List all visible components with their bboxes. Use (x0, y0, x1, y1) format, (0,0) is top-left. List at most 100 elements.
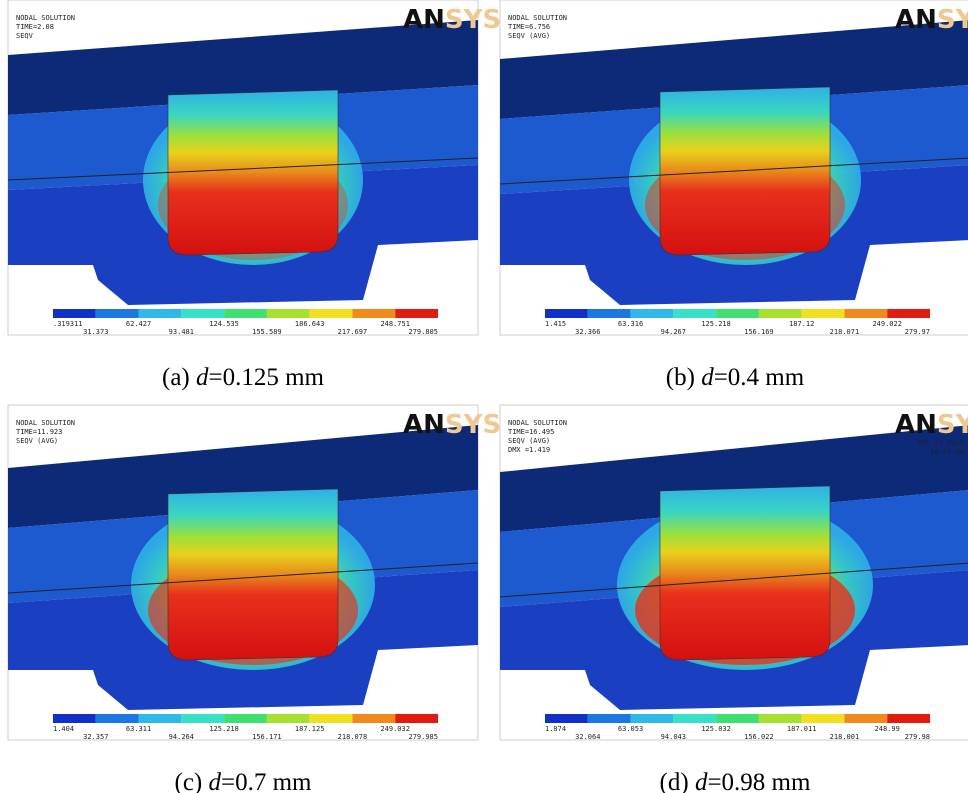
legend-label: 249.032 (380, 725, 410, 733)
legend-label: 32.357 (83, 733, 108, 741)
legend-label: 155.589 (252, 328, 282, 336)
ansys-logo: ANSYS (895, 5, 968, 35)
legend-label: 186.643 (295, 320, 325, 328)
legend-label: 94.264 (169, 733, 194, 741)
legend-swatch (352, 714, 395, 723)
legend-swatch (352, 309, 395, 318)
legend-swatch (267, 714, 310, 723)
legend-swatch (139, 309, 182, 318)
legend-swatch (887, 309, 930, 318)
caption-label: (d) (660, 769, 695, 793)
header-text: TIME=16.495 (508, 428, 554, 436)
legend-label: 94.267 (661, 328, 686, 336)
header-text: SEQV (AVG) (508, 437, 550, 445)
caption: (b) d=0.4 mm (666, 364, 805, 391)
legend-label: 279.985 (408, 733, 438, 741)
legend-label: 218.078 (338, 733, 368, 741)
legend-label: 32.064 (575, 733, 600, 741)
legend-swatch (716, 714, 759, 723)
figure: NODAL SOLUTIONTIME=2.08SEQVANSYS.3193116… (0, 0, 968, 793)
caption-value: =0.4 mm (714, 364, 805, 391)
caption-variable: d (701, 364, 714, 391)
legend-swatch (631, 714, 674, 723)
legend-label: 124.535 (209, 320, 239, 328)
panel: NODAL SOLUTIONTIME=6.756SEQV (AVG)ANSYS1… (500, 0, 968, 336)
logo-part: SYS (445, 410, 501, 440)
date-text: 16:20:09 (930, 448, 964, 456)
legend-label: 63.053 (618, 725, 643, 733)
logo-part: AN (403, 5, 445, 35)
legend-swatch (759, 714, 802, 723)
legend-swatch (181, 309, 224, 318)
caption-value: =0.125 mm (209, 364, 325, 391)
header-text: SEQV (AVG) (16, 437, 58, 445)
legend-label: 93.481 (169, 328, 194, 336)
header-text: DMX =1.419 (508, 446, 550, 454)
ansys-logo: ANSYS (403, 5, 501, 35)
legend-label: 125.032 (701, 725, 731, 733)
legend-swatch (310, 309, 353, 318)
rivet (660, 87, 830, 255)
legend-swatch (224, 714, 267, 723)
legend-label: 156.022 (744, 733, 774, 741)
legend-label: 63.311 (126, 725, 151, 733)
logo-part: SYS (445, 5, 501, 35)
legend-swatch (588, 714, 631, 723)
legend-label: 94.043 (661, 733, 686, 741)
legend-label: 279.805 (408, 328, 438, 336)
legend-swatch (844, 309, 887, 318)
legend-swatch (759, 309, 802, 318)
legend-swatch (53, 714, 96, 723)
legend-label: 63.316 (618, 320, 643, 328)
ansys-logo: ANSYS (895, 410, 968, 440)
legend-label: 156.171 (252, 733, 282, 741)
caption-label: (b) (666, 364, 701, 391)
legend-swatch (224, 309, 267, 318)
legend-swatch (588, 309, 631, 318)
logo-part: AN (895, 5, 937, 35)
legend-label: 218.001 (830, 733, 860, 741)
caption-value: =0.7 mm (221, 769, 312, 793)
legend-label: 187.011 (787, 725, 817, 733)
legend-swatch (844, 714, 887, 723)
legend-label: 31.373 (83, 328, 108, 336)
legend-swatch (395, 714, 438, 723)
logo-part: AN (895, 410, 937, 440)
caption: (d) d=0.98 mm (660, 769, 811, 793)
legend-label: 125.218 (701, 320, 731, 328)
legend-label: 62.427 (126, 320, 151, 328)
header-text: TIME=6.756 (508, 23, 550, 31)
legend-label: 1.404 (53, 725, 74, 733)
legend-swatch (181, 714, 224, 723)
legend-swatch (802, 714, 845, 723)
header-text: SEQV (16, 32, 34, 40)
legend-label: 1.074 (545, 725, 566, 733)
header-text: TIME=2.08 (16, 23, 54, 31)
header-text: TIME=11.923 (16, 428, 62, 436)
caption: (c) d=0.7 mm (175, 769, 313, 793)
legend-swatch (267, 309, 310, 318)
logo-part: AN (403, 410, 445, 440)
legend-label: 279.97 (905, 328, 930, 336)
caption-variable: d (695, 769, 708, 793)
caption-variable: d (196, 364, 209, 391)
legend-label: 249.022 (872, 320, 902, 328)
legend-label: 279.98 (905, 733, 930, 741)
legend-label: 1.415 (545, 320, 566, 328)
legend-swatch (395, 309, 438, 318)
rivet (168, 90, 338, 255)
legend-swatch (310, 714, 353, 723)
ansys-logo: ANSYS (403, 410, 501, 440)
figure-canvas: NODAL SOLUTIONTIME=2.08SEQVANSYS.3193116… (0, 0, 968, 793)
header-text: NODAL SOLUTION (16, 14, 75, 22)
legend-swatch (673, 309, 716, 318)
logo-part: SYS (937, 5, 968, 35)
caption-label: (c) (175, 769, 209, 793)
legend-label: 156.169 (744, 328, 774, 336)
legend-label: 248.751 (380, 320, 410, 328)
date-text: DEC 29 2012 (918, 439, 964, 447)
header-text: NODAL SOLUTION (508, 419, 567, 427)
legend-swatch (887, 714, 930, 723)
